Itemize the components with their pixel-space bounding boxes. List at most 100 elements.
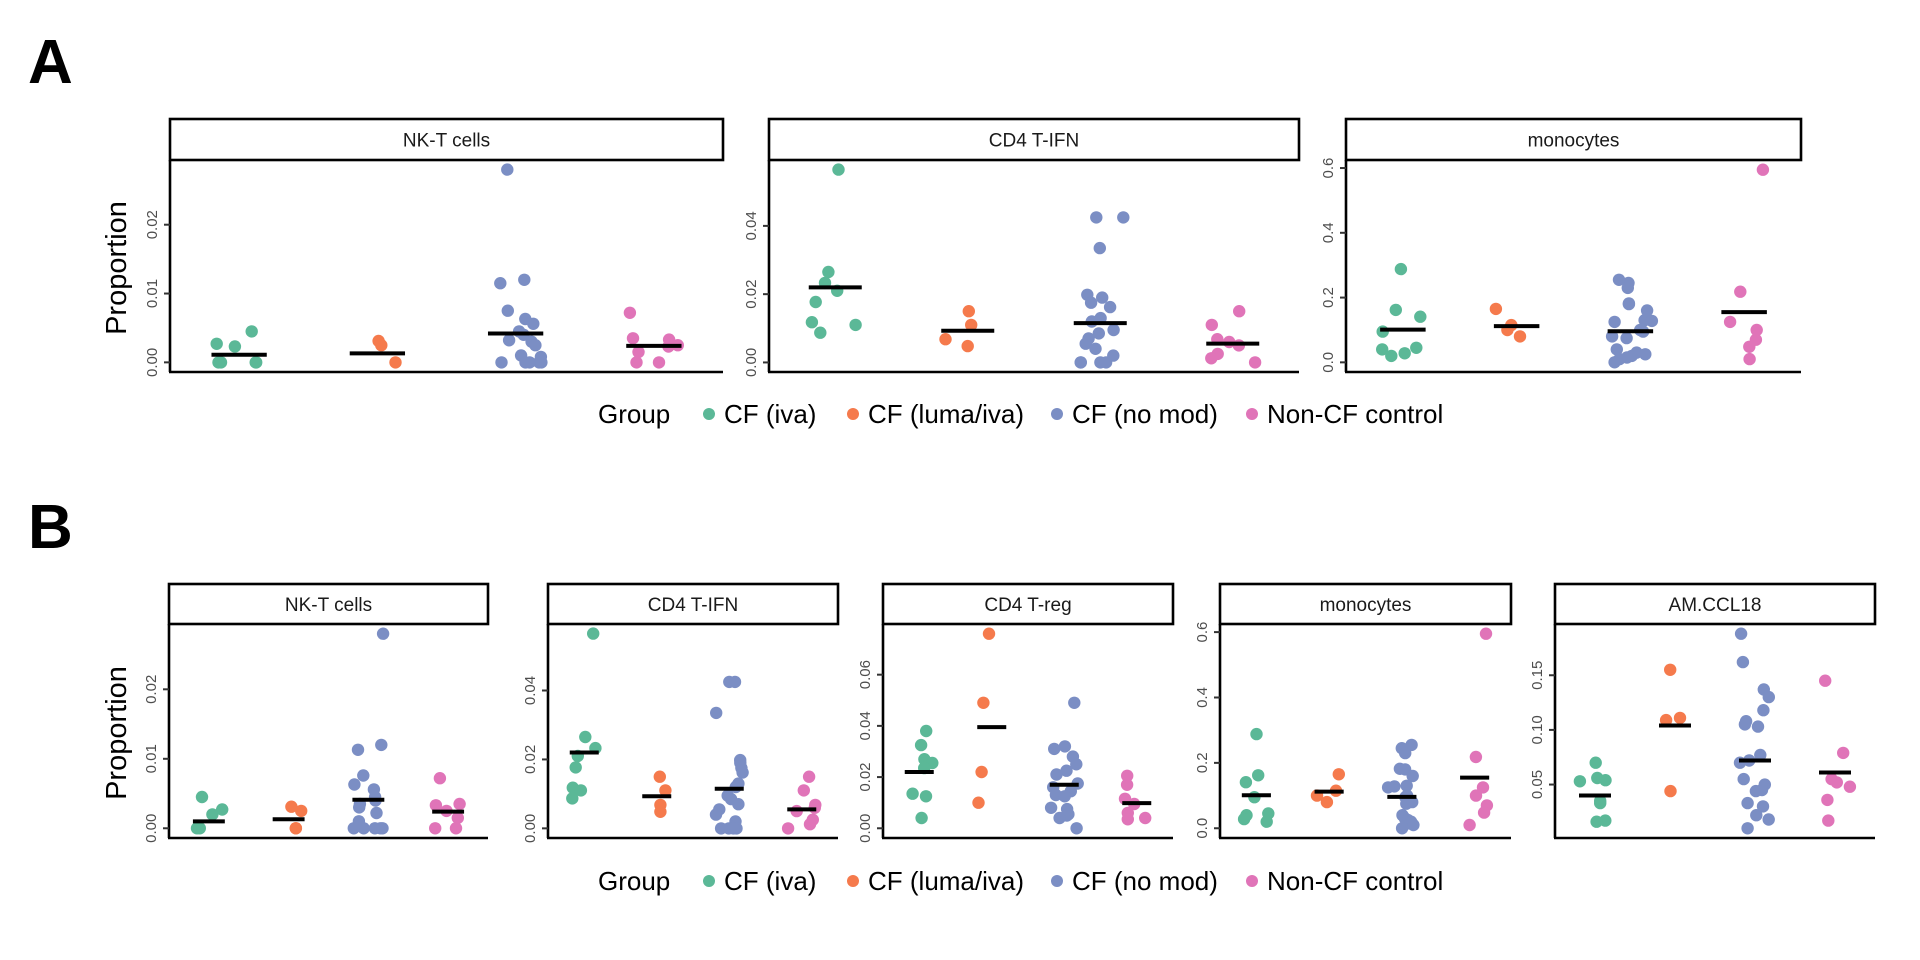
data-point bbox=[962, 305, 975, 318]
facet-strip-label: CD4 T-IFN bbox=[989, 131, 1079, 152]
data-point bbox=[1121, 813, 1135, 826]
legend-item[interactable]: CF (iva) bbox=[703, 866, 816, 896]
data-point bbox=[451, 811, 464, 825]
data-point bbox=[1762, 690, 1776, 704]
data-point bbox=[1410, 341, 1423, 354]
data-point bbox=[1107, 323, 1120, 337]
data-point bbox=[1476, 781, 1490, 794]
data-point bbox=[206, 808, 219, 821]
data-point bbox=[1756, 800, 1770, 813]
data-point bbox=[1757, 704, 1770, 717]
facet-strip-label: NK-T cells bbox=[403, 131, 490, 152]
data-point bbox=[1750, 323, 1763, 337]
data-point bbox=[1822, 814, 1835, 827]
data-point bbox=[1070, 758, 1083, 771]
data-point bbox=[1622, 297, 1636, 311]
data-point bbox=[653, 770, 666, 783]
data-point bbox=[1121, 769, 1134, 782]
legend-title: Group bbox=[598, 399, 670, 429]
facet-panel-a-nk-t-cells: NK-T cells 0.00 0.01 0.02 bbox=[144, 117, 725, 377]
y-tick-label: 0.0 bbox=[1194, 818, 1211, 839]
data-point bbox=[1612, 273, 1626, 286]
data-point bbox=[1734, 285, 1747, 298]
data-point bbox=[449, 822, 463, 835]
data-point bbox=[357, 769, 370, 782]
data-point bbox=[797, 784, 810, 797]
y-axis-label-b: Proportion bbox=[101, 666, 133, 800]
data-point bbox=[1830, 776, 1844, 789]
data-point bbox=[1756, 163, 1770, 176]
data-point bbox=[1093, 241, 1107, 255]
data-point bbox=[587, 627, 600, 640]
y-tick-label: 0.04 bbox=[857, 711, 874, 740]
data-point bbox=[1664, 663, 1677, 676]
data-point bbox=[1058, 740, 1072, 753]
data-point bbox=[1233, 305, 1246, 318]
data-point bbox=[626, 332, 640, 345]
data-point bbox=[579, 730, 592, 744]
legend-label: CF (no mod) bbox=[1072, 399, 1218, 429]
y-tick-label: 0.02 bbox=[857, 762, 874, 791]
data-point bbox=[195, 790, 209, 804]
data-point bbox=[433, 772, 447, 785]
y-tick-label: 0.00 bbox=[857, 814, 874, 843]
data-point bbox=[494, 277, 507, 290]
data-point bbox=[1090, 211, 1103, 224]
data-point bbox=[1385, 349, 1398, 363]
data-point bbox=[1733, 756, 1747, 769]
data-point bbox=[375, 339, 388, 352]
data-point bbox=[972, 796, 985, 809]
data-point bbox=[630, 356, 643, 369]
data-point bbox=[1843, 780, 1857, 793]
data-point bbox=[289, 822, 302, 835]
data-point bbox=[1743, 352, 1756, 366]
legend-item[interactable]: CF (iva) bbox=[703, 399, 816, 429]
data-point bbox=[1723, 315, 1737, 329]
data-point bbox=[1608, 315, 1621, 329]
legend-item[interactable]: Non-CF control bbox=[1246, 866, 1443, 896]
legend-item[interactable]: Non-CF control bbox=[1246, 399, 1443, 429]
data-point bbox=[1068, 696, 1081, 709]
legend-item[interactable]: CF (no mod) bbox=[1051, 399, 1218, 429]
data-point bbox=[1074, 356, 1088, 369]
data-point bbox=[1395, 822, 1409, 835]
data-point bbox=[1400, 797, 1413, 810]
legend-label: CF (luma/iva) bbox=[868, 399, 1024, 429]
y-tick-label: 0.02 bbox=[144, 210, 161, 239]
data-point bbox=[714, 822, 728, 835]
data-point bbox=[849, 318, 862, 332]
data-point bbox=[1096, 291, 1109, 304]
data-point bbox=[370, 806, 383, 820]
y-axis-label-a: Proportion bbox=[101, 201, 133, 335]
data-point bbox=[1738, 718, 1752, 731]
data-point bbox=[1120, 778, 1134, 791]
data-point bbox=[1250, 727, 1263, 741]
data-point bbox=[566, 792, 579, 805]
data-point bbox=[1252, 769, 1265, 782]
data-point bbox=[1750, 809, 1763, 822]
data-point bbox=[453, 797, 466, 811]
data-point bbox=[961, 339, 974, 353]
data-point bbox=[216, 803, 229, 816]
facet-strip-label: AM.CCL18 bbox=[1669, 595, 1762, 616]
legend-item[interactable]: CF (no mod) bbox=[1051, 866, 1218, 896]
data-point bbox=[374, 822, 387, 835]
data-point bbox=[1084, 296, 1098, 309]
data-point bbox=[1594, 796, 1607, 810]
data-point bbox=[193, 822, 206, 835]
data-point bbox=[781, 822, 795, 835]
y-tick-label: 0.0 bbox=[1320, 352, 1337, 373]
data-point bbox=[295, 804, 308, 818]
y-tick-label: 0.02 bbox=[522, 745, 539, 774]
data-point bbox=[376, 627, 390, 640]
data-point bbox=[1407, 818, 1420, 832]
data-point bbox=[965, 318, 978, 332]
data-point bbox=[1332, 768, 1346, 781]
legend-item[interactable]: CF (luma/iva) bbox=[847, 399, 1024, 429]
data-point bbox=[1762, 813, 1775, 826]
data-point bbox=[654, 805, 667, 818]
legend-key-icon bbox=[703, 875, 715, 887]
data-point bbox=[1205, 352, 1218, 365]
legend-item[interactable]: CF (luma/iva) bbox=[847, 866, 1024, 896]
data-point bbox=[1237, 812, 1251, 826]
